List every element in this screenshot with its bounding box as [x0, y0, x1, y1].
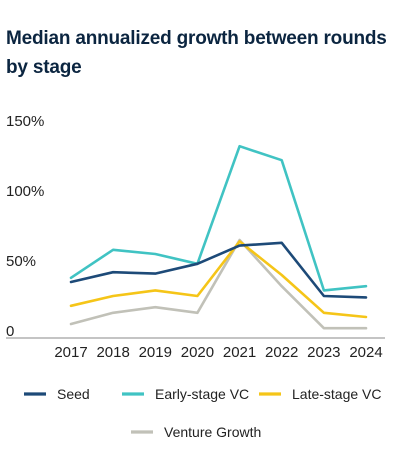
y-tick-label: 50% [6, 253, 36, 270]
x-tick-label: 2019 [139, 344, 172, 361]
legend-item-early-stage-vc: Early-stage VC [122, 386, 249, 402]
legend-item-late-stage-vc: Late-stage VC [259, 386, 382, 402]
legend-label: Venture Growth [164, 424, 261, 440]
x-tick-labels: 2017 2018 2019 2020 2021 2022 2023 2024 [54, 344, 382, 361]
legend-label: Seed [57, 386, 90, 402]
series-line-early-stage-vc [69, 144, 368, 292]
series-line-seed [69, 241, 368, 299]
y-tick-label: 100% [6, 183, 44, 200]
x-tick-label: 2022 [265, 344, 298, 361]
x-tick-label: 2018 [96, 344, 129, 361]
legend: Seed Early-stage VC Late-stage VC Venture G… [24, 386, 382, 440]
chart-title: Median annualized growth between rounds … [6, 28, 387, 78]
y-tick-labels: 0 50% 100% 150% [6, 113, 44, 340]
legend-label: Late-stage VC [292, 386, 382, 402]
x-tick-label: 2024 [349, 344, 382, 361]
legend-item-venture-growth: Venture Growth [131, 424, 261, 440]
x-tick-label: 2021 [223, 344, 256, 361]
x-tick-label: 2023 [307, 344, 340, 361]
y-tick-label: 0 [6, 323, 14, 340]
legend-item-seed: Seed [24, 386, 90, 402]
series-lines [69, 144, 368, 330]
x-tick-label: 2017 [54, 344, 87, 361]
series-line-venture-growth [69, 238, 368, 330]
y-tick-label: 150% [6, 113, 44, 130]
legend-label: Early-stage VC [155, 386, 249, 402]
x-tick-label: 2020 [181, 344, 214, 361]
series-line-late-stage-vc [69, 240, 368, 319]
